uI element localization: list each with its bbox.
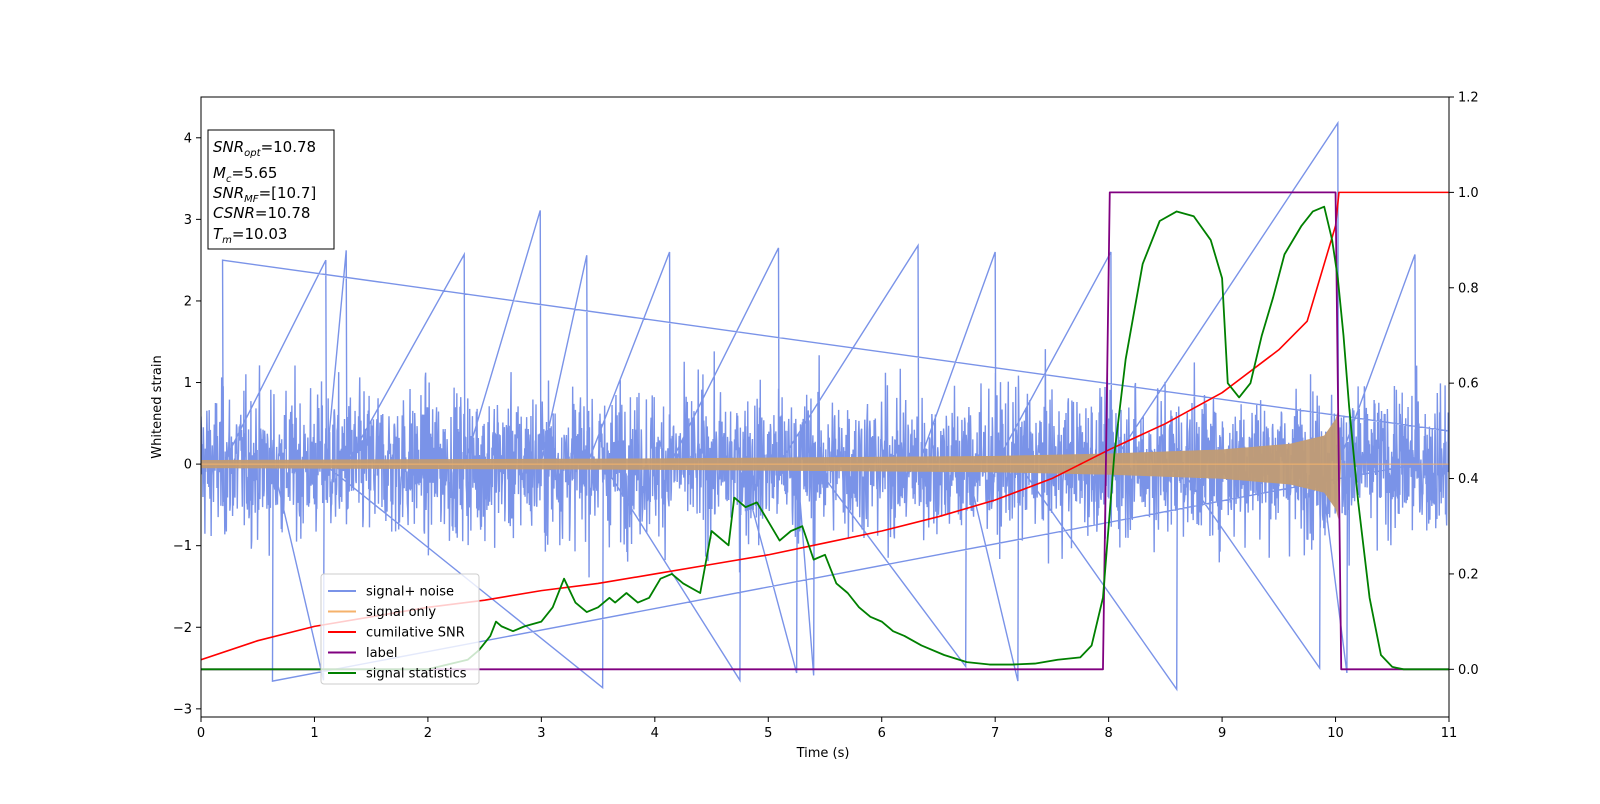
y2-tick-label: 0.2	[1458, 567, 1479, 582]
x-tick-label: 10	[1327, 726, 1344, 741]
x-axis-label: Time (s)	[796, 746, 850, 761]
info-csnr: CSNR=10.78	[213, 204, 310, 222]
y2-tick-label: 0.4	[1458, 472, 1479, 487]
x-tick-label: 6	[878, 726, 886, 741]
info-snr-opt: SNRopt=10.78	[213, 138, 316, 159]
info-snr-mf: SNRMF=[10.7]	[213, 184, 316, 205]
x-tick-label: 3	[537, 726, 545, 741]
legend-frame	[320, 573, 480, 685]
info-mc: Mc=5.65	[213, 164, 277, 185]
legend-label: signal+ noise	[366, 585, 454, 600]
y2-tick-label: 0.6	[1458, 377, 1479, 392]
x-tick-label: 8	[1104, 726, 1112, 741]
x-tick-label: 2	[424, 726, 432, 741]
legend-label: signal statistics	[366, 667, 467, 682]
info-tm: Tm=10.03	[213, 225, 287, 246]
y2-tick-label: 1.0	[1458, 186, 1479, 201]
plot-frame	[200, 96, 1450, 718]
y-tick-label: −2	[173, 621, 192, 636]
series-signal-statistics	[201, 205, 1449, 671]
info-box: SNRopt=10.78 Mc=5.65 SNRMF=[10.7] CSNR=1…	[207, 129, 335, 250]
legend-label: label	[366, 646, 397, 661]
x-tick-label: 7	[991, 726, 999, 741]
y-tick-label: −1	[173, 539, 192, 554]
legend-label: signal only	[366, 605, 436, 620]
series-label	[201, 191, 1449, 671]
legend-label: cumilative SNR	[366, 626, 465, 641]
axes: 0 1 2 3 4 5 6 7 8 9 10 11 −3 −2 −1 0 1 2 3 4 0.0 0.2 0.4 0.6 0.8…	[173, 91, 1479, 742]
y-tick-label: −3	[173, 702, 192, 717]
x-tick-label: 4	[651, 726, 659, 741]
y-tick-label: 0	[184, 458, 192, 473]
y-tick-label: 1	[184, 376, 192, 391]
x-tick-label: 11	[1441, 726, 1458, 741]
info-box-frame	[207, 129, 335, 250]
y2-tick-label: 1.2	[1458, 91, 1479, 106]
x-tick-label: 1	[310, 726, 318, 741]
legend: signal+ noise signal only cumilative SNR la…	[320, 573, 480, 685]
x-tick-label: 5	[764, 726, 772, 741]
y-tick-label: 2	[184, 294, 192, 309]
series-signal-noise	[201, 120, 1449, 692]
y-tick-label: 4	[184, 131, 192, 146]
x-tick-label: 9	[1218, 726, 1226, 741]
y-axis-label: Whitened strain	[150, 355, 165, 458]
y2-tick-label: 0.0	[1458, 663, 1479, 678]
y2-tick-label: 0.8	[1458, 281, 1479, 296]
y-tick-label: 3	[184, 213, 192, 228]
x-tick-label: 0	[197, 726, 205, 741]
